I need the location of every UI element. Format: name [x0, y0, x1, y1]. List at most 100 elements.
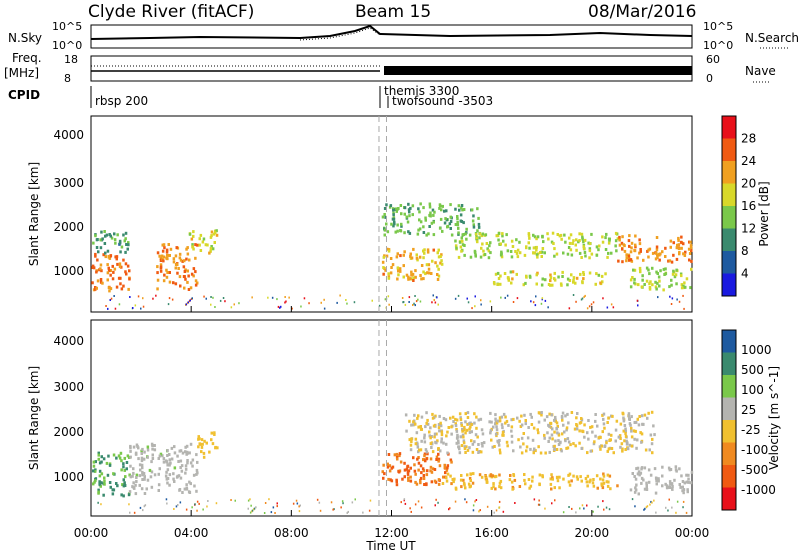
range-cell	[429, 442, 433, 446]
range-cell	[678, 467, 681, 471]
range-cell	[524, 422, 527, 426]
range-cell	[170, 446, 174, 450]
range-cell	[431, 208, 435, 212]
range-cell	[135, 476, 138, 479]
range-cell	[409, 475, 412, 479]
ground-scatter-cell	[402, 301, 404, 304]
range-cell	[507, 278, 511, 282]
range-cell	[461, 433, 465, 437]
range-cell	[664, 246, 667, 250]
ground-scatter-cell	[167, 303, 170, 306]
range-cell	[127, 243, 130, 247]
range-cell	[481, 432, 485, 436]
range-cell	[174, 263, 178, 266]
range-cell	[443, 466, 447, 469]
ground-scatter-cell	[457, 294, 460, 297]
range-cell	[161, 243, 164, 247]
ground-scatter-cell	[222, 297, 225, 299]
ground-scatter-cell	[369, 499, 372, 502]
range-cell	[498, 439, 501, 442]
range-cell	[408, 231, 412, 235]
range-cell	[119, 282, 122, 286]
range-cell	[395, 452, 399, 456]
power-colorbar-label: Power [dB]	[757, 181, 771, 246]
range-cell	[561, 411, 565, 415]
range-cell	[97, 457, 100, 461]
range-cell	[173, 451, 177, 455]
range-cell	[419, 476, 423, 480]
range-cell	[597, 436, 601, 440]
range-cell	[643, 466, 647, 470]
range-cell	[681, 489, 684, 493]
range-cell	[530, 415, 533, 419]
range-cell	[112, 472, 115, 476]
range-cell	[194, 270, 197, 274]
ground-scatter-cell	[105, 305, 107, 307]
range-cell	[651, 266, 654, 270]
range-cell	[473, 412, 476, 416]
ground-scatter-cell	[634, 505, 636, 508]
range-cell	[629, 488, 633, 492]
range-cell	[428, 225, 431, 228]
range-cell	[392, 208, 395, 212]
range-cell	[570, 253, 574, 257]
range-cell	[434, 261, 437, 265]
ground-scatter-cell	[472, 504, 475, 507]
range-cell	[439, 217, 443, 221]
ground-scatter-cell	[249, 511, 252, 514]
range-cell	[470, 208, 474, 212]
range-cell	[480, 475, 484, 479]
ground-scatter-cell	[437, 303, 439, 306]
ground-scatter-cell	[140, 307, 142, 310]
ground-scatter-cell	[388, 303, 390, 306]
ground-scatter-cell	[114, 307, 117, 310]
range-cell	[109, 287, 113, 291]
range-cell	[496, 234, 500, 238]
range-cell	[549, 276, 553, 280]
range-cell	[187, 490, 191, 494]
range-cell	[580, 447, 583, 450]
range-cell	[543, 251, 546, 255]
range-cell	[511, 245, 515, 248]
range-cell	[470, 423, 473, 426]
range-cell	[637, 423, 641, 427]
range-cell	[414, 480, 417, 484]
range-cell	[153, 473, 157, 477]
range-cell	[591, 481, 595, 485]
range-cell	[215, 229, 218, 233]
colorbar-tick: 24	[741, 154, 756, 168]
range-cell	[421, 467, 425, 471]
range-cell	[122, 465, 125, 469]
range-cell	[449, 416, 452, 420]
range-cell	[177, 267, 180, 270]
range-cell	[468, 485, 472, 489]
range-cell	[433, 435, 436, 439]
ground-scatter-cell	[605, 506, 608, 509]
range-cell	[464, 451, 467, 454]
velocity-ytick-4000: 4000	[53, 334, 84, 348]
range-cell	[122, 284, 125, 288]
range-cell	[191, 245, 194, 249]
range-cell	[188, 258, 191, 262]
range-cell	[460, 444, 464, 447]
range-cell	[458, 208, 461, 212]
range-cell	[141, 473, 144, 477]
range-cell	[648, 282, 651, 286]
range-cell	[214, 445, 217, 449]
range-cell	[104, 251, 107, 255]
range-cell	[614, 439, 617, 443]
range-cell	[560, 416, 564, 419]
range-cell	[498, 419, 502, 423]
range-cell	[683, 481, 686, 485]
range-cell	[459, 213, 463, 217]
range-cell	[580, 232, 584, 236]
ground-scatter-cell	[152, 297, 154, 300]
ground-scatter-cell	[142, 305, 145, 308]
range-cell	[456, 223, 460, 227]
range-cell	[199, 233, 203, 237]
range-cell	[458, 447, 461, 451]
ground-scatter-cell	[504, 296, 506, 299]
scatter-region	[381, 452, 453, 487]
range-cell	[106, 271, 110, 275]
ground-scatter-cell	[128, 503, 130, 506]
